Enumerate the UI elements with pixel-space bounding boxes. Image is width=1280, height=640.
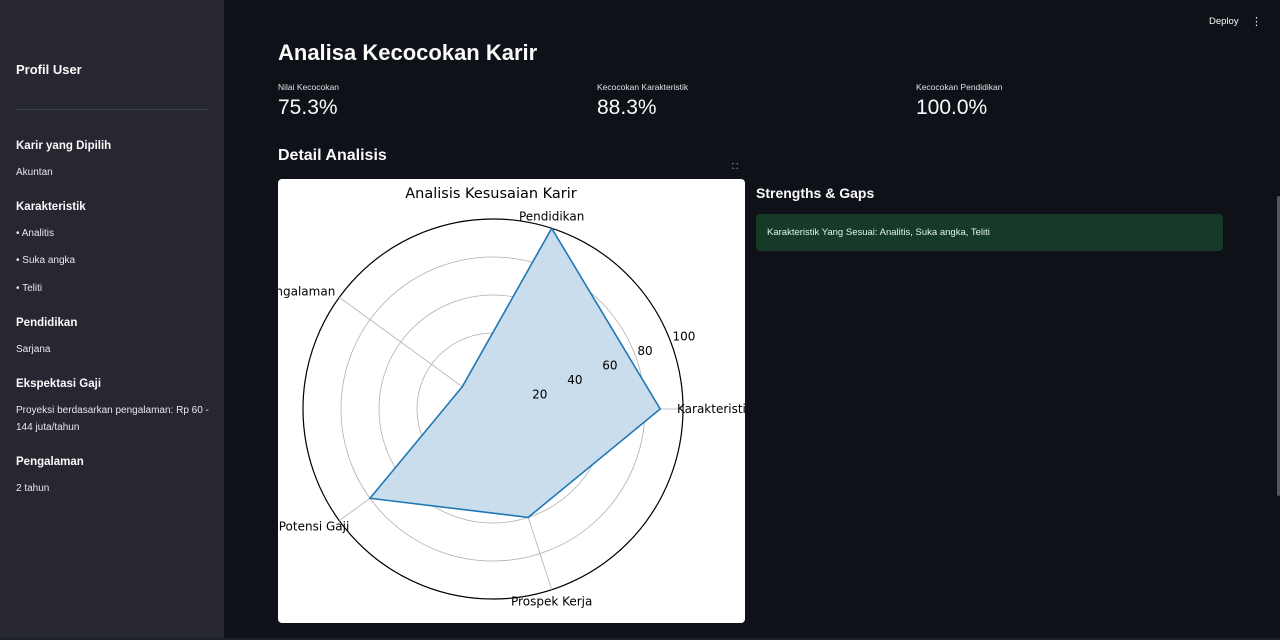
radial-tick-label: 20 — [532, 388, 547, 402]
trait-item: • Analitis — [16, 228, 54, 239]
category-label: Prospek Kerja — [511, 595, 592, 609]
category-label: Pengalaman — [278, 284, 335, 298]
sidebar-divider — [16, 109, 208, 110]
experience-heading: Pengalaman — [16, 456, 84, 468]
category-label: Pendidikan — [519, 209, 584, 223]
education-value: Sarjana — [16, 344, 51, 355]
radar-chart-card: Analisis Kesusaian Karir 20 40 60 80 100 Kara… — [278, 179, 745, 623]
trait-item: • Suka angka — [16, 255, 76, 266]
detail-section-title: Detail Analisis — [278, 147, 387, 164]
radar-point — [550, 227, 553, 230]
trait-item: • Teliti — [16, 283, 43, 294]
more-menu-icon[interactable]: ⋮ — [1251, 16, 1262, 28]
category-label: Karakteristik — [677, 402, 745, 416]
sidebar: Profil User Karir yang Dipilih Akuntan K… — [0, 0, 224, 640]
category-label: Potensi Gaji — [279, 520, 350, 534]
metric-value: 75.3% — [278, 96, 338, 119]
radar-point — [461, 385, 464, 388]
salary-value: Proyeksi berdasarkan pengalaman: Rp 60 -… — [16, 405, 209, 433]
page-scrollbar[interactable] — [1277, 196, 1280, 496]
education-heading: Pendidikan — [16, 317, 78, 329]
metric-label: Kecocokan Karakteristik — [597, 82, 689, 92]
page-title: Analisa Kecocokan Karir — [278, 40, 538, 65]
metric-label: Kecocokan Pendidikan — [916, 82, 1003, 92]
sidebar-title: Profil User — [16, 62, 82, 77]
chart-title: Analisis Kesusaian Karir — [405, 186, 577, 202]
career-heading: Karir yang Dipilih — [16, 140, 112, 152]
radial-tick-label: 40 — [567, 373, 582, 387]
radial-tick-label: 80 — [637, 344, 652, 358]
fullscreen-icon[interactable]: ⛶ — [732, 162, 738, 171]
traits-heading: Karakteristik — [16, 201, 86, 213]
radar-chart: Analisis Kesusaian Karir 20 40 60 80 100 Kara… — [278, 186, 745, 609]
radar-point — [659, 408, 661, 410]
strengths-alert: Karakteristik Yang Sesuai: Analitis, Suk… — [756, 214, 1223, 251]
radial-tick-label: 60 — [602, 358, 617, 372]
radar-point — [527, 516, 530, 519]
radar-fill-area — [370, 228, 661, 518]
metric-label: Nilai Kecocokan — [278, 82, 339, 92]
deploy-button[interactable]: Deploy — [1209, 16, 1239, 27]
radar-series-line — [368, 226, 662, 519]
strengths-gaps-title: Strengths & Gaps — [756, 185, 875, 201]
salary-heading: Ekspektasi Gaji — [16, 378, 102, 390]
experience-value: 2 tahun — [16, 483, 50, 494]
metric-value: 88.3% — [597, 96, 657, 119]
metric-value: 100.0% — [916, 96, 988, 119]
radial-tick-label: 100 — [673, 329, 696, 343]
career-value: Akuntan — [16, 167, 53, 178]
bottom-divider — [0, 638, 1280, 640]
radar-point — [369, 497, 371, 500]
